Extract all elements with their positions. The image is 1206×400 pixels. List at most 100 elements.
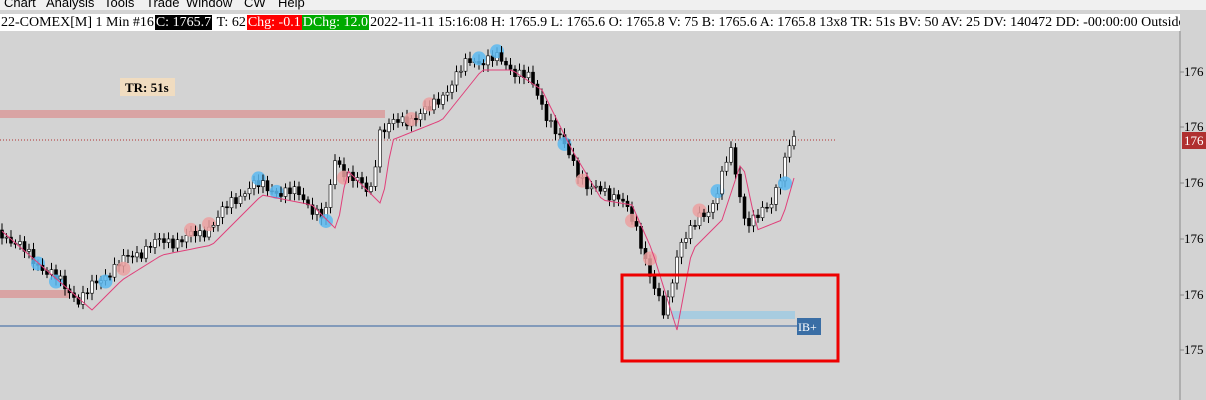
candle-body [157, 238, 162, 240]
dot [319, 213, 333, 228]
candle-body [238, 195, 243, 204]
menu-item[interactable]: Trade [146, 0, 180, 10]
candle-body [126, 255, 130, 257]
candle-body [139, 252, 144, 259]
candle-body [688, 225, 693, 239]
candle-body [148, 245, 153, 248]
candle-body [369, 186, 373, 192]
candle-body [445, 91, 450, 96]
candle-body [85, 292, 90, 295]
candle-body [594, 185, 598, 188]
candle-body [549, 120, 553, 122]
moving-average [1, 69, 795, 331]
candle-body [657, 288, 661, 297]
candle-body [679, 242, 684, 258]
candle-body [373, 166, 378, 187]
close-box: C: 1765.7 [154, 15, 213, 30]
candle-body [135, 252, 139, 258]
candle-body [616, 194, 621, 200]
menu-bar: Chart Analysis Tools Trade Window CW Help [0, 0, 1206, 10]
candle-body [589, 186, 594, 190]
candle-body [553, 120, 558, 135]
candle-body [283, 187, 288, 197]
candle-body [756, 214, 760, 219]
candle-body [216, 216, 220, 226]
menu-item[interactable]: Help [278, 0, 305, 10]
current-price-label: 176 [1184, 133, 1204, 148]
candle-body [661, 295, 666, 316]
candle-body [414, 118, 418, 121]
candle-body [603, 188, 607, 192]
candle-body [144, 245, 148, 259]
candle-body [724, 161, 729, 172]
candle-body [193, 230, 198, 237]
candle-body [175, 239, 180, 249]
candle-body [63, 275, 67, 290]
menu-item[interactable]: Analysis [46, 0, 95, 10]
candle-body [333, 160, 337, 185]
timer-box [120, 78, 175, 96]
candle-body [4, 236, 9, 239]
highlight-box [620, 273, 840, 363]
axis-label: 176 [1184, 231, 1204, 246]
candle-body [306, 199, 310, 206]
candle-body [612, 194, 616, 201]
candle-body [450, 84, 454, 93]
axis-label: 176 [1184, 175, 1204, 190]
timer-label: TR: 51s [125, 80, 169, 95]
candle-body [652, 276, 657, 289]
candle-body [360, 177, 364, 184]
status-bar: 22-COMEX[M] 1 Min #16 C: 1765.7 T: 62 Chg:… [0, 14, 1180, 31]
candle-body [531, 71, 535, 85]
candle-body [760, 206, 765, 219]
candle-body [729, 147, 733, 163]
candle-body [693, 225, 697, 227]
candle-body [508, 64, 513, 70]
menu-item[interactable]: Window [186, 0, 233, 10]
symbol: 22-COMEX[M] 1 Min #16 [1, 15, 154, 30]
candle-body [378, 129, 382, 168]
candle-body [18, 241, 22, 245]
candle-body [297, 186, 301, 196]
candle-body [441, 94, 445, 105]
dot [472, 51, 486, 66]
candle-body [387, 123, 391, 133]
candle-body [400, 116, 405, 123]
candle-body [598, 185, 603, 192]
candle-body [234, 197, 238, 204]
candle-body [81, 292, 85, 305]
trades: T: 62 [216, 15, 246, 30]
dot [116, 261, 131, 276]
candle-body [90, 280, 94, 294]
menu-item[interactable]: Tools [104, 0, 135, 10]
candle-body [288, 187, 292, 194]
candle-body [499, 52, 504, 62]
candle-body [571, 154, 576, 161]
candle-body [522, 69, 526, 79]
candle-body [702, 212, 706, 217]
candle-body [396, 119, 400, 123]
candle-body [261, 180, 265, 188]
candle-body [27, 249, 31, 252]
candle-body [526, 71, 531, 79]
candle-body [504, 61, 508, 66]
candle-body [243, 193, 247, 197]
candle-body [733, 147, 738, 175]
candle-body [454, 71, 459, 86]
candle-body [202, 230, 207, 238]
candle-body [774, 187, 778, 205]
candle-body [486, 55, 490, 66]
candle-body [711, 203, 715, 213]
menu-item[interactable]: Chart [4, 0, 36, 10]
candle-body [310, 204, 315, 215]
candle-body [792, 136, 796, 147]
dot [202, 217, 216, 232]
candle-body [112, 264, 117, 278]
menu-item[interactable]: CW [244, 0, 266, 10]
candle-body [382, 129, 387, 133]
dot [778, 176, 792, 191]
candle-body [58, 275, 63, 280]
candle-body [184, 235, 189, 243]
candle-body [166, 238, 171, 243]
candle-body [211, 225, 216, 228]
